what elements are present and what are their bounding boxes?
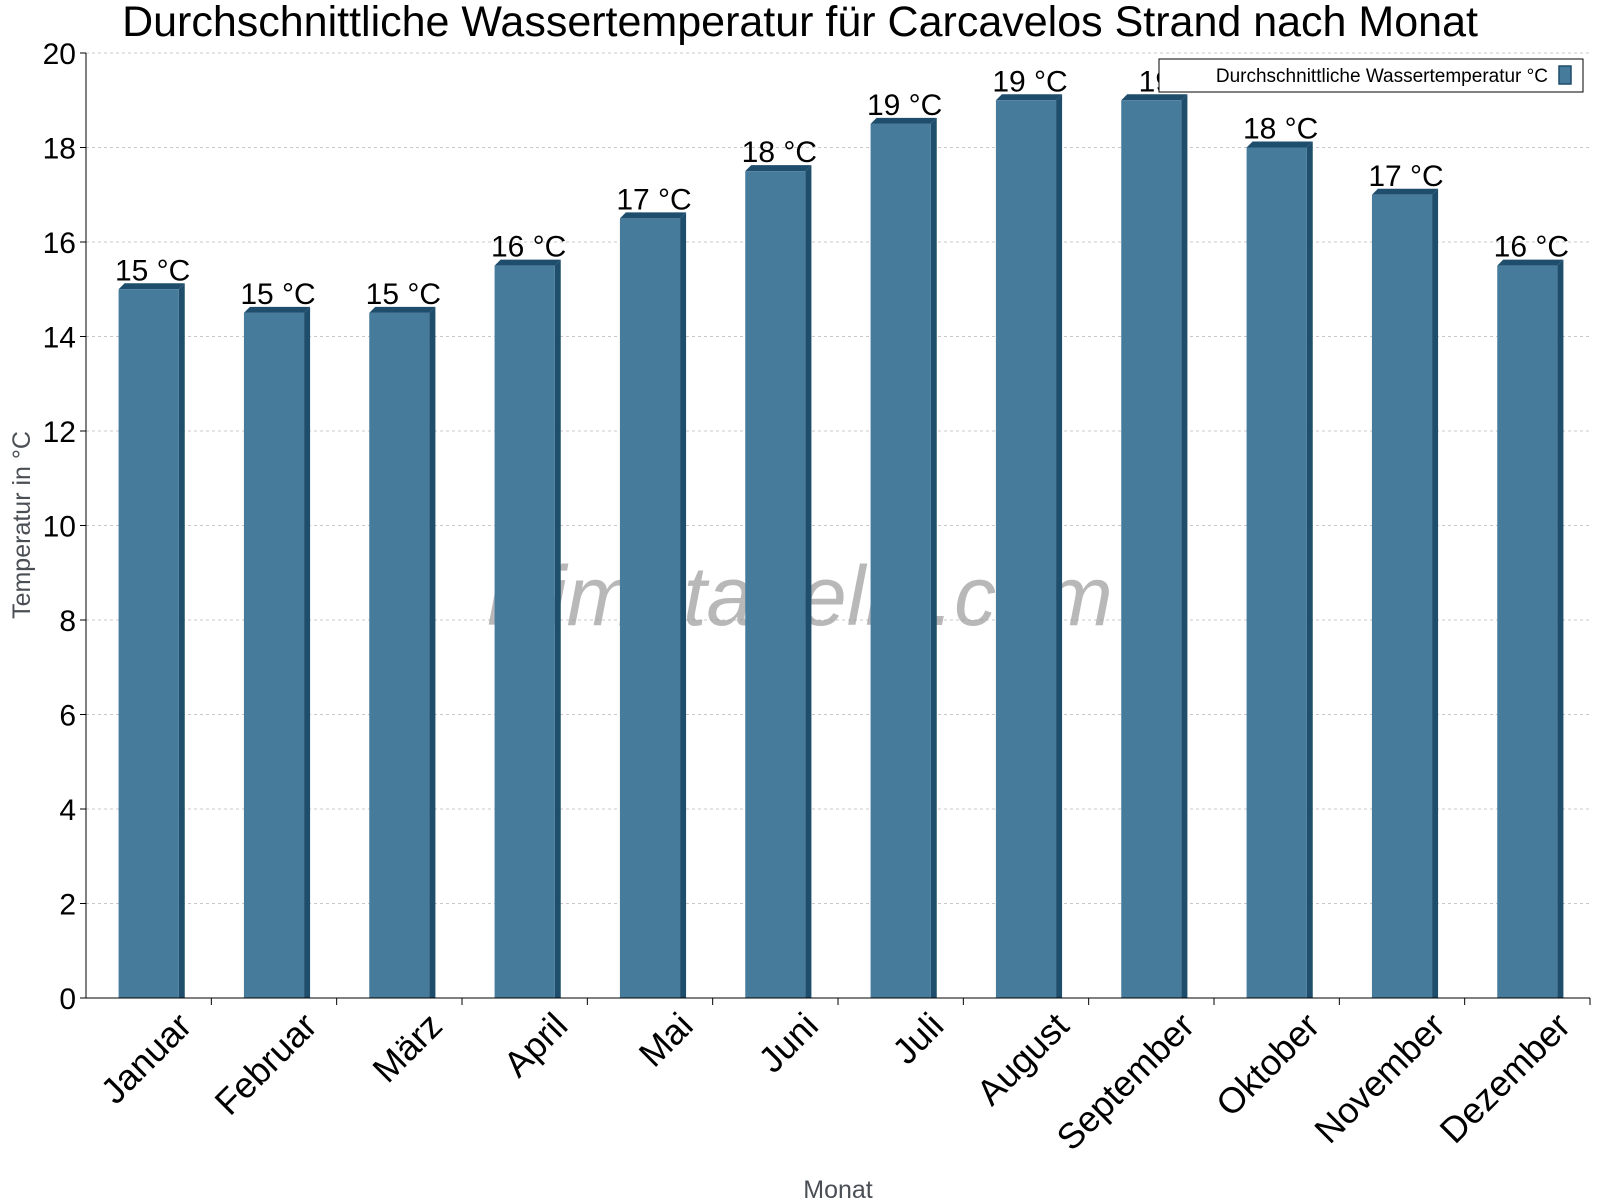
x-axis-title: Monat <box>803 1176 873 1200</box>
bar-side-face <box>429 306 436 998</box>
bar-front-face <box>619 218 681 998</box>
bar-front-face <box>995 100 1057 998</box>
data-label: 15 °C <box>366 278 441 311</box>
y-tick-label: 0 <box>59 983 76 1016</box>
x-tick-label: Juni <box>750 1005 826 1081</box>
bar-top-face <box>995 94 1063 101</box>
data-label: 18 °C <box>1243 113 1318 146</box>
bar-side-face <box>1056 94 1063 998</box>
bar <box>1371 188 1439 998</box>
y-tick-label: 14 <box>43 322 76 355</box>
bar-side-face <box>805 165 812 998</box>
bar-top-face <box>1246 141 1313 148</box>
y-tick-label: 10 <box>43 511 76 544</box>
bar <box>995 94 1063 998</box>
y-tick-label: 8 <box>59 605 76 638</box>
bar-side-face <box>1181 94 1188 998</box>
bar-front-face <box>1121 100 1182 998</box>
x-tick-label: September <box>1048 1005 1202 1159</box>
bar-top-face <box>494 259 561 266</box>
bar <box>118 283 185 998</box>
data-label: 16 °C <box>1494 231 1569 264</box>
data-labels: 15 °C 15 °C 15 °C 16 °C 17 °C 18 °C 19 °C 19 °C… <box>115 65 1569 311</box>
y-tick-label: 18 <box>43 133 76 166</box>
bar-front-face <box>1246 147 1307 998</box>
bar-front-face <box>243 312 305 998</box>
bar-side-face <box>1557 259 1564 998</box>
legend-swatch <box>1558 65 1572 85</box>
bar-top-face <box>745 165 812 172</box>
data-label: 17 °C <box>616 183 691 216</box>
y-ticks: 0 2 4 6 8 10 12 14 16 18 20 <box>43 38 86 1016</box>
y-tick-label: 4 <box>59 794 76 827</box>
bar-top-face <box>118 283 185 290</box>
bar <box>619 212 687 998</box>
x-tick-label: Februar <box>207 1005 325 1123</box>
gridlines <box>86 52 1590 904</box>
bar-front-face <box>870 123 931 998</box>
data-label: 19 °C <box>992 65 1067 98</box>
x-tick-label: Mai <box>631 1005 701 1075</box>
bar-top-face <box>1121 94 1188 101</box>
bar <box>745 165 812 998</box>
data-label: 15 °C <box>240 278 315 311</box>
legend: Durchschnittliche Wassertemperatur °C <box>1158 58 1584 93</box>
bar-side-face <box>554 259 561 998</box>
x-tick-label: Januar <box>92 1005 199 1112</box>
x-tick-label: März <box>364 1005 450 1091</box>
bar-side-face <box>304 306 311 998</box>
bars <box>118 94 1564 998</box>
bar-side-face <box>178 283 185 998</box>
bar-front-face <box>118 289 179 998</box>
data-label: 19 °C <box>867 89 942 122</box>
bar <box>494 259 561 998</box>
bar-top-face <box>1497 259 1564 266</box>
bar-front-face <box>369 312 430 998</box>
bar <box>243 306 311 998</box>
bar <box>1121 94 1188 998</box>
bar-front-face <box>494 265 555 998</box>
x-tick-label: Dezember <box>1432 1005 1578 1151</box>
bar-top-face <box>1371 188 1439 195</box>
data-label: 17 °C <box>1368 160 1443 193</box>
y-tick-label: 16 <box>43 227 76 260</box>
x-ticks: Januar Februar März April Mai Juni Juli AugustS… <box>92 998 1591 1159</box>
legend-label: Durchschnittliche Wassertemperatur °C <box>1216 66 1548 87</box>
bar-front-face <box>745 171 806 998</box>
x-tick-label: Juli <box>884 1005 951 1072</box>
bar-top-face <box>369 306 436 313</box>
y-tick-label: 12 <box>43 416 76 449</box>
bar-side-face <box>680 212 687 998</box>
y-tick-label: 6 <box>59 700 76 733</box>
data-label: 18 °C <box>742 136 817 169</box>
bar-front-face <box>1497 265 1558 998</box>
bar-side-face <box>1432 188 1439 998</box>
bar <box>369 306 436 998</box>
bar <box>870 117 937 998</box>
x-tick-label: August <box>968 1005 1076 1113</box>
bar <box>1246 141 1313 998</box>
chart-title: Durchschnittliche Wassertemperatur für C… <box>122 0 1478 46</box>
bar-top-face <box>243 306 311 313</box>
bar <box>1497 259 1564 998</box>
x-tick-label: November <box>1306 1005 1452 1151</box>
data-label: 16 °C <box>491 231 566 264</box>
y-tick-label: 2 <box>59 889 76 922</box>
bar-top-face <box>870 117 937 124</box>
bar-top-face <box>619 212 687 219</box>
data-label: 15 °C <box>115 254 190 287</box>
legend-box <box>1158 58 1584 93</box>
y-axis-title: Temperatur in °C <box>8 431 36 619</box>
bar-side-face <box>930 117 937 998</box>
x-tick-label: April <box>495 1005 575 1085</box>
x-tick-label: Oktober <box>1208 1005 1328 1125</box>
bar-front-face <box>1371 194 1433 998</box>
y-tick-label: 20 <box>43 38 76 71</box>
bar-side-face <box>1306 141 1313 998</box>
